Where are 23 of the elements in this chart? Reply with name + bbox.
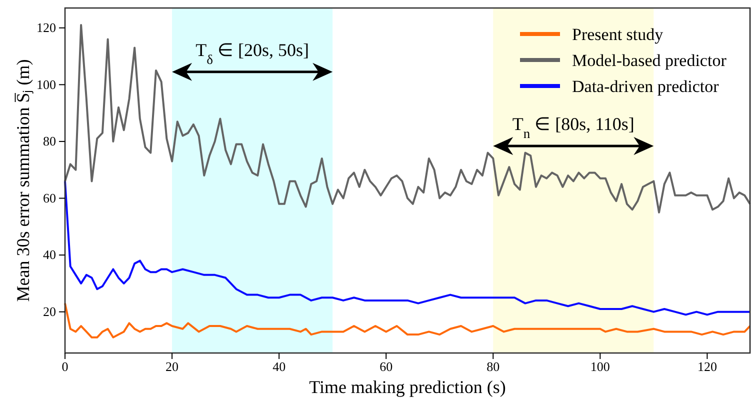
- y-tick-label: 100: [36, 76, 56, 92]
- x-tick-label: 100: [590, 359, 610, 374]
- x-tick-label: 80: [486, 359, 500, 374]
- x-tick-label: 120: [697, 359, 717, 374]
- line-series: [64, 180, 751, 316]
- y-tick-label: 60: [43, 190, 56, 206]
- y-axis-title: Mean 30s error summation S̅ⱼ (m): [13, 59, 34, 302]
- legend-label: Data-driven predictor: [572, 77, 720, 96]
- band-label: T$_{δ}$ ∈ [20s, 50s]: [196, 40, 309, 66]
- line-series: [64, 24, 751, 214]
- legend-label: Model-based predictor: [572, 51, 727, 70]
- y-tick-label: 20: [43, 304, 56, 319]
- line-series: [64, 302, 751, 338]
- y-tick-label: 40: [43, 247, 56, 262]
- x-tick-label: 40: [272, 359, 286, 374]
- y-tick-label: 120: [36, 20, 56, 36]
- x-tick-label: 0: [62, 359, 68, 374]
- legend-label: Present study: [572, 25, 664, 44]
- x-tick-label: 60: [380, 359, 393, 374]
- x-tick-label: 20: [166, 359, 179, 374]
- y-tick-label: 80: [43, 134, 56, 149]
- band-label: T$_{n}$ ∈ [80s, 110s]: [512, 114, 634, 140]
- x-axis-title: Time making prediction (s): [309, 377, 506, 397]
